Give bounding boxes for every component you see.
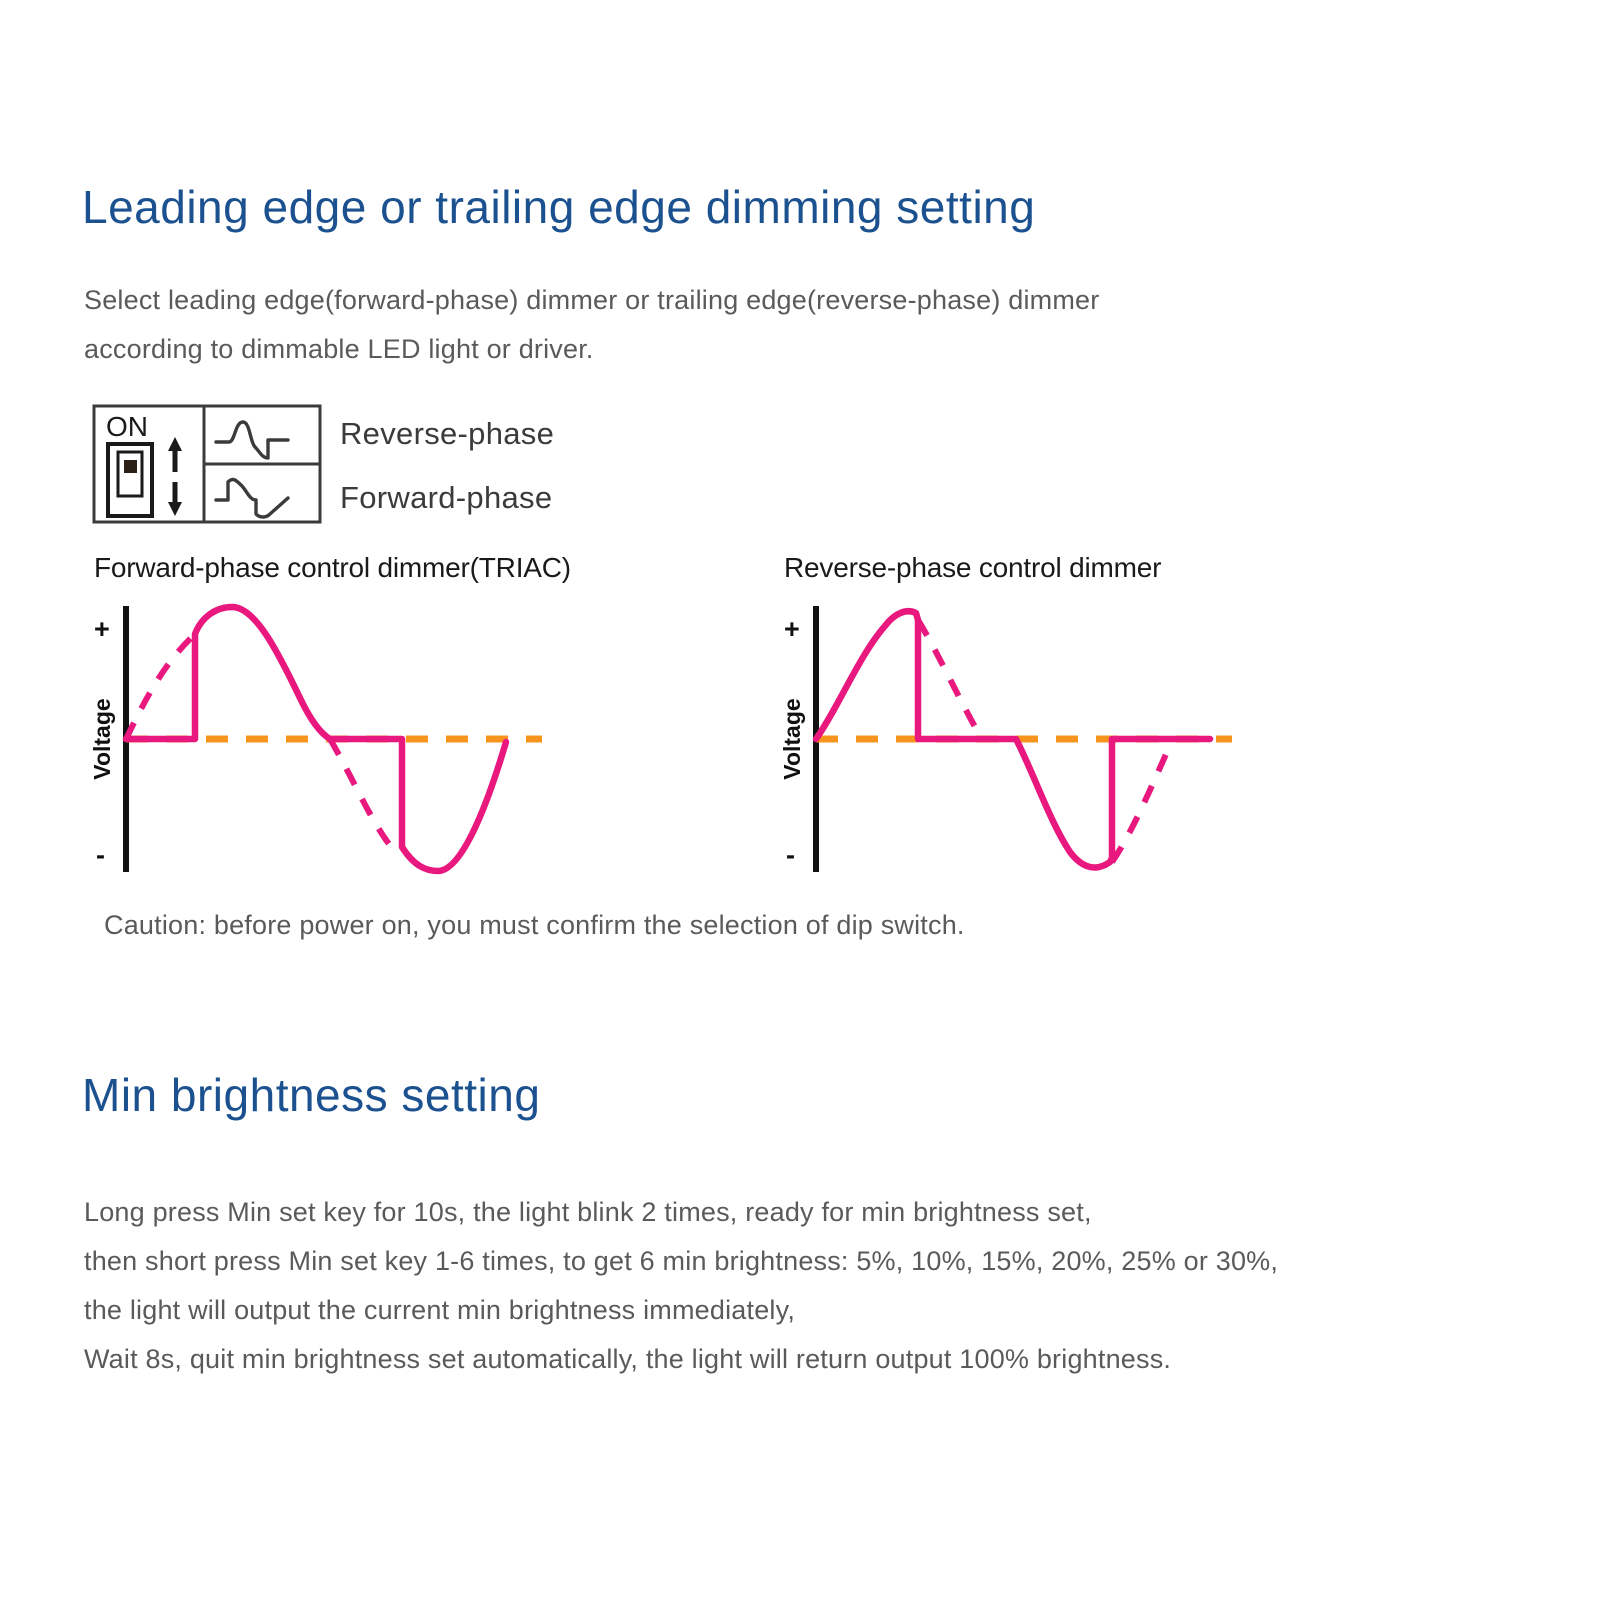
axis-label-positive: + [784, 614, 800, 644]
section-heading-min-brightness: Min brightness setting [82, 1069, 541, 1121]
sine-reference-negative [1109, 739, 1175, 864]
dip-switch-diagram: ON [92, 404, 322, 524]
waveform-forward-phase-icon [214, 477, 290, 519]
section-heading-dimming: Leading edge or trailing edge dimming se… [82, 181, 1036, 233]
chart-title-reverse-phase: Reverse-phase control dimmer [784, 552, 1162, 583]
sine-reference-positive [915, 618, 985, 741]
axis-label-negative: - [96, 840, 105, 870]
dip-switch-slider-nub [124, 460, 137, 473]
arrow-down-icon [168, 482, 182, 516]
waveform-reverse-phase-icon [214, 420, 290, 460]
intro-paragraph: Select leading edge(forward-phase) dimme… [84, 285, 1100, 364]
axis-label-positive: + [94, 614, 110, 644]
dip-option-label-reverse-phase: Reverse-phase [340, 416, 555, 451]
dip-on-label: ON [106, 411, 148, 442]
chart-reverse-phase: Reverse-phase control dimmer + - Voltage [782, 552, 1382, 882]
axis-label-voltage: Voltage [782, 698, 805, 779]
chart-title-forward-phase: Forward-phase control dimmer(TRIAC) [94, 552, 571, 583]
sine-reference-negative [327, 737, 395, 850]
sine-reference-positive [123, 634, 195, 741]
axis-label-negative: - [786, 840, 795, 870]
dip-switch-legend: ON Reverse-pha [92, 404, 554, 524]
dip-option-label-forward-phase: Forward-phase [340, 480, 553, 515]
arrow-up-icon [168, 437, 182, 472]
chopped-waveform [812, 608, 1214, 871]
caution-note: Caution: before power on, you must confi… [104, 910, 965, 940]
chart-forward-phase: Forward-phase control dimmer(TRIAC) + - … [92, 552, 692, 882]
min-brightness-paragraph: Long press Min set key for 10s, the ligh… [84, 1197, 1279, 1374]
axis-label-voltage: Voltage [92, 698, 115, 779]
waveform-plot-forward-phase: + - Voltage [92, 603, 542, 875]
dip-switch-slider [116, 450, 144, 498]
waveform-plot-reverse-phase: + - Voltage [782, 606, 1232, 872]
chopped-waveform [122, 603, 510, 875]
